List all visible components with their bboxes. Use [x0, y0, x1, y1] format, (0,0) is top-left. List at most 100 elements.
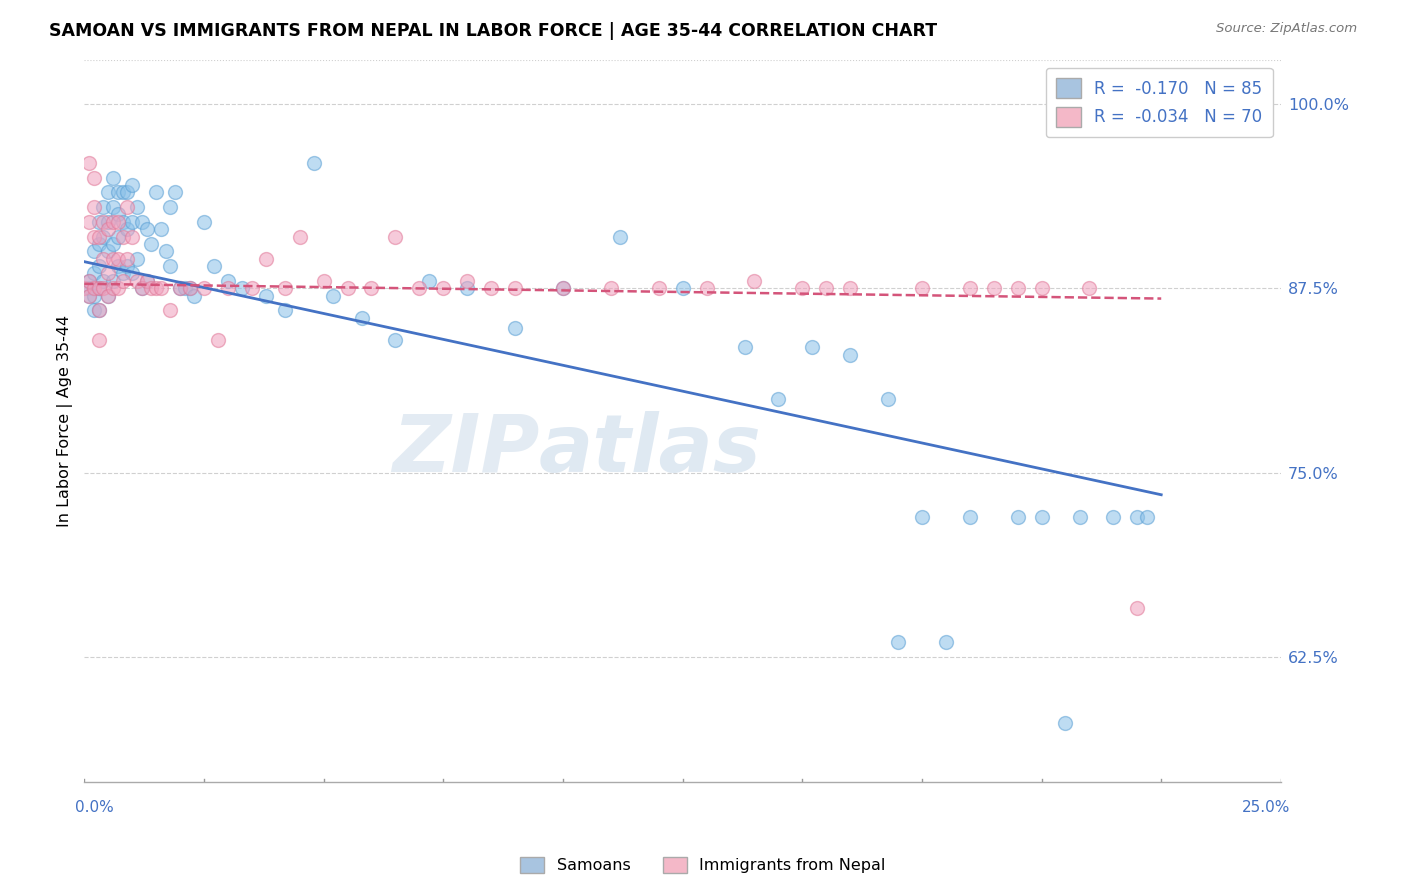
Point	[302, 156, 325, 170]
Point	[792, 281, 814, 295]
Point	[73, 281, 96, 295]
Point	[93, 229, 115, 244]
Point	[77, 274, 100, 288]
Point	[1136, 509, 1159, 524]
Point	[93, 281, 115, 295]
Point	[117, 252, 139, 266]
Point	[97, 222, 120, 236]
Point	[193, 281, 215, 295]
Point	[121, 178, 143, 192]
Point	[107, 281, 129, 295]
Point	[83, 200, 105, 214]
Point	[121, 229, 143, 244]
Point	[135, 274, 157, 288]
Point	[111, 274, 134, 288]
Point	[97, 288, 120, 302]
Point	[77, 156, 100, 170]
Point	[101, 200, 124, 214]
Point	[97, 244, 120, 259]
Point	[77, 288, 100, 302]
Point	[839, 348, 862, 362]
Point	[77, 274, 100, 288]
Point	[217, 274, 239, 288]
Point	[93, 252, 115, 266]
Point	[117, 186, 139, 200]
Point	[155, 244, 177, 259]
Point	[183, 288, 205, 302]
Point	[839, 281, 862, 295]
Point	[111, 186, 134, 200]
Point	[107, 207, 129, 221]
Point	[125, 252, 148, 266]
Point	[609, 229, 631, 244]
Point	[179, 281, 201, 295]
Y-axis label: In Labor Force | Age 35-44: In Labor Force | Age 35-44	[58, 315, 73, 527]
Point	[93, 200, 115, 214]
Legend: Samoans, Immigrants from Nepal: Samoans, Immigrants from Nepal	[513, 850, 893, 880]
Point	[479, 281, 502, 295]
Point	[77, 281, 100, 295]
Point	[173, 281, 195, 295]
Point	[322, 288, 344, 302]
Text: atlas: atlas	[538, 411, 762, 489]
Point	[83, 281, 105, 295]
Point	[97, 215, 120, 229]
Point	[125, 200, 148, 214]
Point	[97, 288, 120, 302]
Point	[1126, 509, 1149, 524]
Point	[254, 252, 277, 266]
Point	[959, 509, 981, 524]
Point	[911, 509, 934, 524]
Point	[145, 186, 167, 200]
Point	[87, 281, 110, 295]
Point	[887, 635, 910, 649]
Point	[1007, 509, 1029, 524]
Point	[734, 340, 756, 354]
Point	[503, 281, 526, 295]
Point	[107, 215, 129, 229]
Point	[77, 215, 100, 229]
Point	[87, 333, 110, 347]
Point	[1069, 509, 1091, 524]
Point	[83, 288, 105, 302]
Point	[101, 170, 124, 185]
Point	[101, 215, 124, 229]
Point	[169, 281, 191, 295]
Point	[288, 229, 311, 244]
Point	[744, 274, 766, 288]
Point	[768, 392, 790, 406]
Point	[456, 274, 478, 288]
Point	[93, 274, 115, 288]
Point	[202, 259, 225, 273]
Point	[131, 215, 153, 229]
Point	[121, 215, 143, 229]
Point	[179, 281, 201, 295]
Point	[193, 215, 215, 229]
Point	[117, 200, 139, 214]
Point	[1054, 716, 1077, 731]
Point	[107, 186, 129, 200]
Point	[935, 635, 957, 649]
Point	[312, 274, 335, 288]
Point	[551, 281, 574, 295]
Point	[149, 222, 172, 236]
Point	[87, 303, 110, 318]
Point	[274, 303, 297, 318]
Point	[231, 281, 253, 295]
Point	[107, 252, 129, 266]
Point	[111, 215, 134, 229]
Point	[87, 259, 110, 273]
Point	[815, 281, 838, 295]
Point	[101, 237, 124, 252]
Point	[800, 340, 823, 354]
Point	[217, 281, 239, 295]
Point	[384, 333, 406, 347]
Point	[1078, 281, 1101, 295]
Point	[274, 281, 297, 295]
Point	[432, 281, 454, 295]
Point	[1031, 509, 1053, 524]
Point	[83, 170, 105, 185]
Point	[647, 281, 669, 295]
Point	[551, 281, 574, 295]
Point	[101, 274, 124, 288]
